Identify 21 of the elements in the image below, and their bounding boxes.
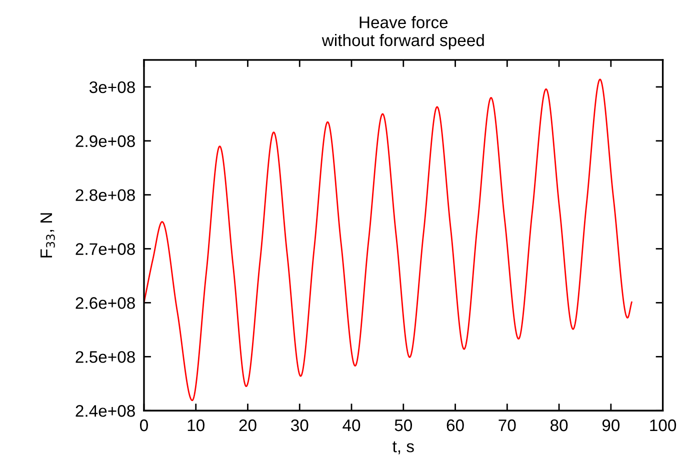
x-axis-title: t, s — [392, 441, 414, 454]
x-tick-label: 80 — [550, 419, 568, 432]
x-tick-label: 10 — [188, 419, 204, 432]
x-tick-label: 30 — [290, 419, 308, 432]
y-tick-label: 2.8e+08 — [76, 189, 135, 202]
y-axis-title: F$_{33}$, N — [40, 213, 55, 258]
x-tick-label: 0 — [140, 419, 148, 432]
x-tick-label: 90 — [602, 419, 620, 432]
y-tick-label: 2.4e+08 — [76, 405, 135, 417]
x-tick-label: 50 — [394, 419, 412, 432]
y-tick-label: 2.7e+08 — [76, 243, 135, 255]
y-tick-label: 2.5e+08 — [76, 351, 135, 363]
y-tick-label: 2.9e+08 — [76, 135, 135, 148]
x-tick-label: 70 — [498, 419, 516, 432]
x-tick-label: 60 — [446, 419, 464, 432]
x-tick-label: 20 — [239, 419, 256, 432]
y-tick-label: 2.6e+08 — [76, 297, 135, 309]
y-tick-label: 3e+08 — [89, 81, 135, 94]
chart-title: Heave force without forward speed — [322, 16, 484, 50]
x-tick-label: 100 — [650, 419, 676, 432]
x-tick-label: 40 — [342, 419, 360, 432]
